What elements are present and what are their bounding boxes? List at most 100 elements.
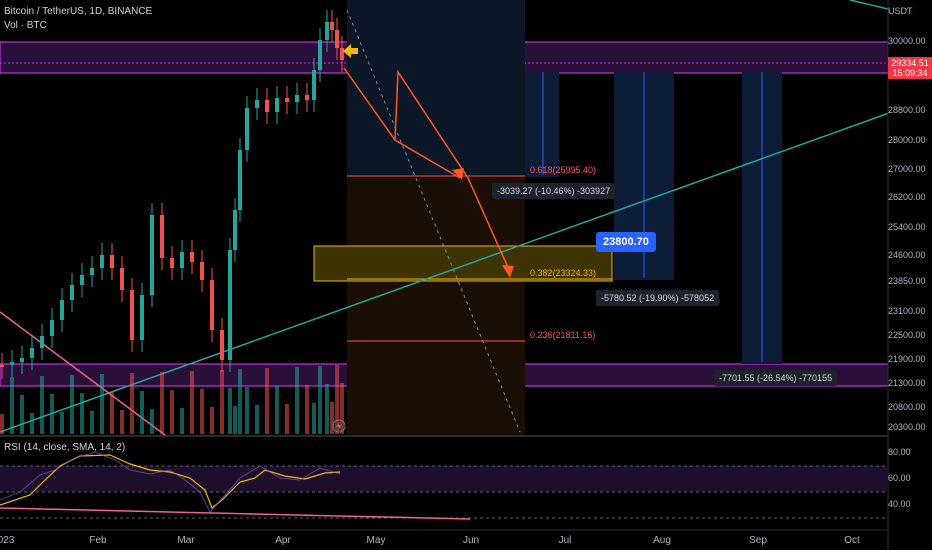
rsi-band: [0, 466, 888, 492]
candle-body: [275, 98, 279, 112]
channel-trendline[interactable]: [849, 0, 893, 11]
volume-bar: [245, 387, 249, 434]
candle-body: [30, 348, 34, 358]
candle-body: [130, 290, 134, 340]
rsi-legend[interactable]: RSI (14, close, SMA, 14, 2): [4, 442, 126, 453]
volume-bar: [228, 388, 232, 434]
fib-label-382: 0.382(23324.33): [530, 268, 597, 278]
descending-trendline[interactable]: [0, 311, 166, 436]
volume-bar: [60, 412, 64, 434]
candle-body: [0, 365, 4, 367]
measure-box-1[interactable]: [525, 72, 559, 177]
volume-bar: [40, 376, 44, 434]
candle-body: [120, 268, 124, 290]
candle-body: [305, 95, 309, 100]
price-tick: 20300.00: [888, 422, 926, 432]
price-axis[interactable]: [888, 0, 932, 550]
current-price: 29334.51: [891, 58, 929, 68]
volume-bar: [70, 375, 74, 434]
volume-bar: [90, 411, 94, 434]
time-label-mar: Mar: [177, 535, 195, 546]
volume-bar: [120, 410, 124, 434]
volume-bar: [130, 373, 134, 434]
lightning-icon[interactable]: [332, 419, 346, 433]
volume-bar: [170, 390, 174, 434]
projection-area-bottom: [347, 175, 525, 435]
candle-body: [330, 22, 334, 30]
candle-body: [285, 98, 289, 102]
candle-body: [100, 255, 104, 268]
volume-bar: [80, 393, 84, 434]
volume-bar: [238, 369, 242, 434]
price-tick: 21900.00: [888, 354, 926, 364]
candle-body: [170, 258, 174, 268]
candle-body: [340, 48, 344, 60]
volume-bar: [200, 389, 204, 434]
candle-body: [20, 358, 24, 362]
price-tick: 26200.00: [888, 192, 926, 202]
target-zone[interactable]: [313, 245, 613, 282]
time-label-may: May: [366, 535, 386, 546]
volume-bar: [0, 414, 4, 434]
rsi-trendline[interactable]: [0, 507, 471, 520]
candle-body: [80, 275, 84, 285]
time-label-jul: Jul: [558, 535, 572, 546]
volume-bar: [150, 409, 154, 434]
volume-bar: [30, 413, 34, 434]
candle-body: [238, 150, 242, 210]
price-tick: 30000.00: [888, 36, 926, 46]
dashed-projection-line[interactable]: [346, 9, 521, 433]
currency-label: USDT: [888, 6, 913, 16]
volume-bar: [180, 408, 184, 434]
candle-body: [228, 250, 232, 360]
volume-bar: [10, 377, 14, 434]
volume-bar: [312, 403, 316, 434]
ascending-trendline[interactable]: [0, 111, 893, 433]
arrow-head: [502, 265, 514, 278]
price-tick: 22500.00: [888, 330, 926, 340]
price-tick: 27000.00: [888, 164, 926, 174]
rsi-line[interactable]: [0, 451, 341, 513]
candle-body: [255, 100, 259, 108]
measure-label-3: -7701.55 (-26.54%) -770155: [714, 370, 838, 386]
rsi-sma-line[interactable]: [0, 454, 341, 509]
volume-bar: [210, 407, 214, 434]
volume-bar: [305, 385, 309, 434]
volume-bar: [160, 372, 164, 434]
candle-body: [10, 362, 14, 365]
volume-bar: [335, 365, 339, 434]
candle-body: [233, 210, 237, 250]
candle-body: [70, 285, 74, 300]
countdown: 15:09:34: [892, 68, 928, 78]
marker-icon[interactable]: [343, 44, 358, 58]
price-tick: 28800.00: [888, 105, 926, 115]
volume-bar: [50, 394, 54, 434]
price-note[interactable]: 23800.70: [596, 232, 656, 252]
volume-bar: [110, 392, 114, 434]
candle-body: [210, 280, 214, 330]
candle-body: [90, 268, 94, 275]
candle-body: [325, 22, 329, 40]
candle-body: [295, 95, 299, 102]
price-tick: 23850.00: [888, 276, 926, 286]
time-label-oct: Oct: [844, 535, 860, 546]
time-label-sep: Sep: [749, 535, 767, 546]
volume-bar: [140, 391, 144, 434]
candle-body: [200, 262, 204, 280]
candle-body: [50, 320, 54, 336]
candle-body: [312, 70, 316, 100]
price-tick: 21300.00: [888, 378, 926, 388]
symbol-title[interactable]: Bitcoin / TetherUS, 1D, BINANCE: [4, 6, 153, 17]
candle-body: [180, 252, 184, 268]
candle-body: [150, 215, 154, 295]
arrow-head-1: [452, 168, 464, 180]
candle-body: [190, 252, 194, 262]
volume-bar: [255, 405, 259, 434]
projection-arrow-2[interactable]: [394, 69, 511, 273]
volume-legend[interactable]: Vol · BTC: [4, 20, 47, 31]
rsi-tick-60: 60.00: [888, 473, 911, 483]
measure-label-1: -3039.27 (-10.46%) -303927: [492, 183, 616, 199]
candles: [0, 10, 344, 434]
rsi-tick-40: 40.00: [888, 499, 911, 509]
